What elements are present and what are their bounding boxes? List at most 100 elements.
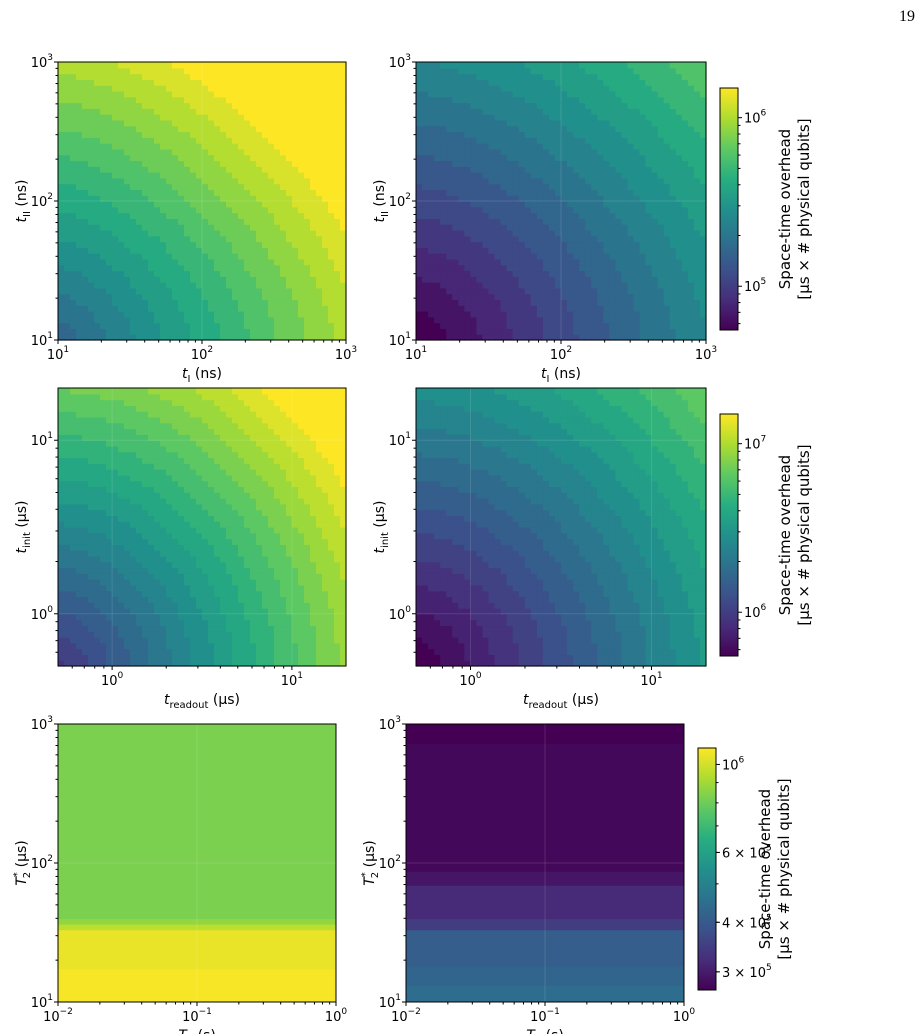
heatmap-cell [130,276,137,283]
heatmap-cell [322,264,329,272]
heatmap-cell [76,235,83,243]
heatmap-cell [70,619,77,627]
heatmap-cell [250,218,257,225]
heatmap-cell [202,258,209,266]
heatmap-cell [334,79,341,86]
heatmap-cell [548,276,556,283]
heatmap-cell [70,299,77,306]
heatmap-cell [214,85,221,92]
heatmap-cell [142,316,149,324]
heatmap-cell [585,108,592,115]
heatmap-cell [536,143,544,150]
heatmap-cell [615,166,623,173]
heatmap-cell [536,276,544,283]
heatmap-cell [657,311,665,318]
heatmap-cell [470,305,478,312]
heatmap-cell [687,241,695,248]
heatmap-cell [124,235,131,243]
heatmap-cell [88,148,95,156]
heatmap-cell [172,160,179,167]
heatmap-cell [554,160,562,167]
heatmap-cell [476,247,484,254]
heatmap-cell [524,189,532,196]
heatmap-cell [154,195,161,202]
heatmap-cell [136,299,143,306]
heatmap-cell [322,67,329,75]
heatmap-cell [476,177,484,185]
heatmap-cell [651,79,659,86]
heatmap-cell [154,229,161,237]
heatmap-cell [304,218,311,225]
heatmap-cell [669,85,677,92]
heatmap-cell [202,287,209,295]
heatmap-cell [130,241,137,248]
heatmap-cell [464,79,471,86]
heatmap-cell [136,119,143,127]
heatmap-cell [178,137,185,144]
heatmap-cell [542,108,550,115]
heatmap-cell [567,206,574,214]
heatmap-cell [160,148,167,156]
heatmap-cell [530,160,538,167]
heatmap-cell [178,305,185,312]
heatmap-cell [64,212,71,219]
heatmap-cell [548,177,556,185]
heatmap-cell [452,276,459,283]
heatmap-cell [476,67,484,75]
heatmap-cell [160,195,167,202]
heatmap-cell [184,322,191,330]
heatmap-cell [196,166,203,173]
heatmap-cell [530,235,538,243]
heatmap-cell [220,143,227,150]
heatmap-cell [244,154,251,162]
heatmap-cell [687,137,695,144]
heatmap-cell [518,143,526,150]
heatmap-cell [136,218,143,225]
heatmap-cell [118,189,125,196]
heatmap-cell [64,532,71,540]
heatmap-cell [82,79,89,86]
heatmap-cell [434,305,441,312]
heatmap-cell [268,328,275,335]
heatmap-cell [70,316,77,324]
heatmap-cell [232,172,239,179]
heatmap-cell [280,85,287,92]
heatmap-cell [214,79,221,86]
heatmap-cell [536,305,544,312]
heatmap-cell [585,195,592,202]
heatmap-cell [58,527,65,534]
heatmap-cell [166,287,173,295]
heatmap-cell [416,253,423,260]
heatmap-cell [470,316,478,324]
heatmap-cell [70,445,77,453]
heatmap-cell [262,322,269,330]
heatmap-cell [422,85,429,92]
heatmap-cell [94,264,101,272]
heatmap-cell [256,125,263,133]
heatmap-cell [148,218,155,225]
heatmap-cell [506,293,514,301]
heatmap-cells [58,388,347,667]
heatmap-cell [422,287,429,295]
heatmap-cell [681,148,689,156]
heatmap-cell [657,258,665,266]
heatmap-cell [64,201,71,208]
heatmap-cell [250,212,257,219]
heatmap-cell [615,143,623,150]
heatmap-cell [669,125,677,133]
heatmap-cell [651,125,659,133]
heatmap-cell [494,160,502,167]
heatmap-cell [226,224,233,231]
heatmap-cell [262,334,269,341]
heatmap-cell [268,183,275,191]
heatmap-cell [166,229,173,237]
heatmap-cell [220,62,227,69]
heatmap-cell [316,79,323,86]
heatmap-cell [130,177,137,185]
heatmap-cell [615,258,623,266]
heatmap-cell [304,258,311,266]
heatmap-cell [500,206,508,214]
heatmap-cell [627,328,635,335]
heatmap-cell [657,270,665,277]
heatmap-cell [100,235,107,243]
